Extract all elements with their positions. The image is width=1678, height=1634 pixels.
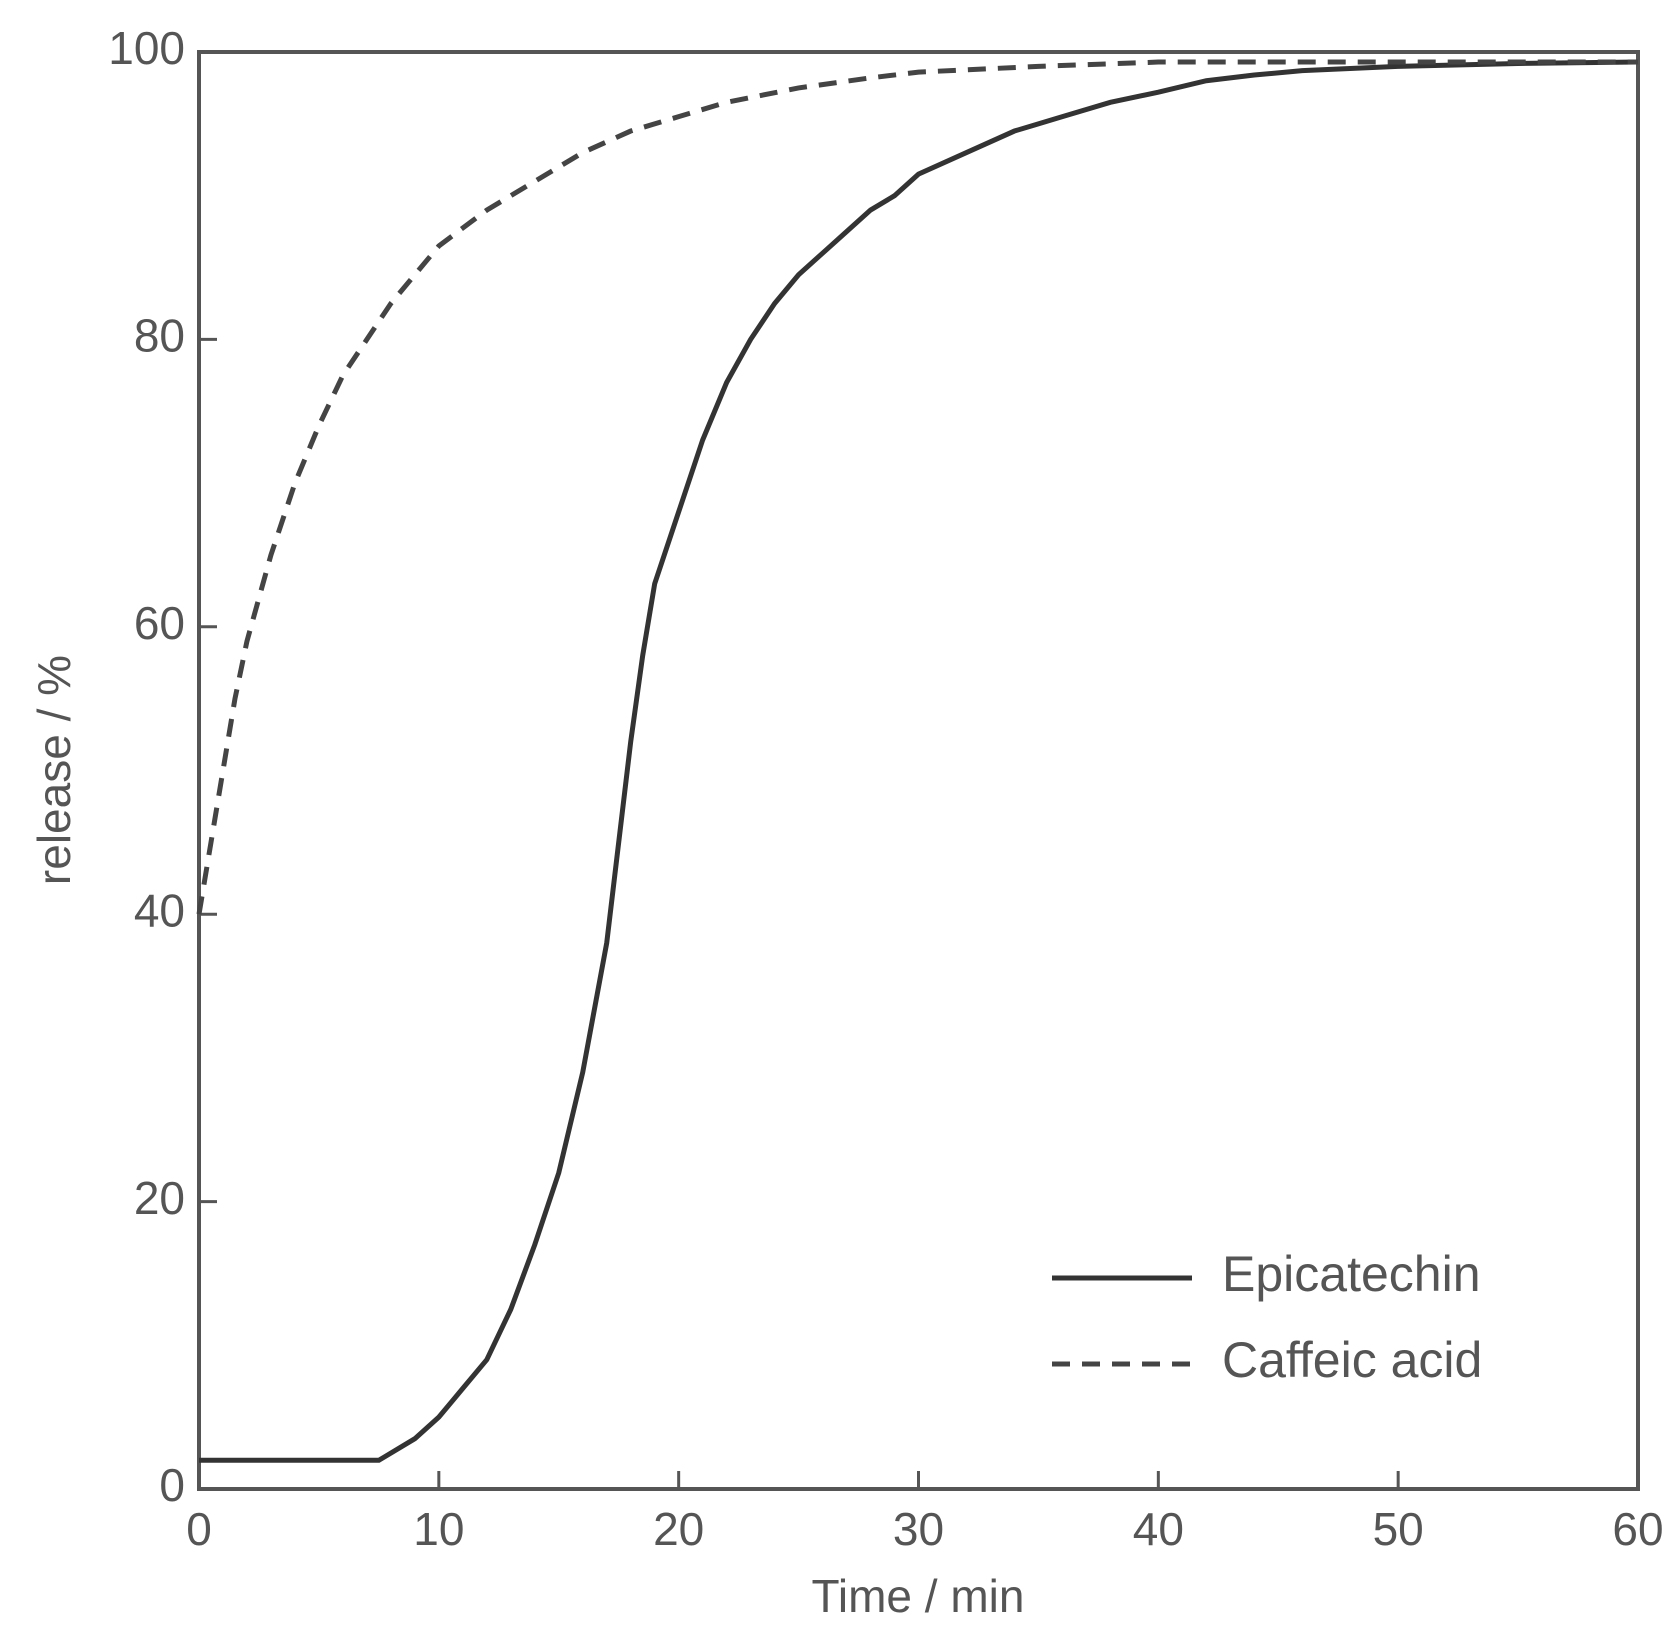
x-tick-label: 0	[186, 1503, 212, 1555]
y-tick-label: 60	[134, 597, 185, 649]
data-line	[199, 59, 1639, 1463]
y-tick-label: 20	[134, 1172, 185, 1224]
y-tick-label: 100	[108, 22, 185, 74]
x-axis-label: Time / min	[812, 1570, 1025, 1622]
y-tick-label: 80	[134, 310, 185, 362]
x-tick-label: 20	[653, 1503, 704, 1555]
y-tick-label: 40	[134, 884, 185, 936]
y-tick-label: 0	[159, 1459, 185, 1511]
x-tick-label: 40	[1133, 1503, 1184, 1555]
data-line	[196, 59, 1638, 915]
y-axis-label: release / %	[28, 655, 80, 885]
x-tick-label: 50	[1373, 1503, 1424, 1555]
x-tick-label: 30	[893, 1503, 944, 1555]
legend-label: Epicatechin	[1222, 1246, 1481, 1302]
x-tick-label: 10	[413, 1503, 464, 1555]
legend-label: Caffeic acid	[1222, 1332, 1482, 1388]
x-tick-label: 60	[1612, 1503, 1663, 1555]
